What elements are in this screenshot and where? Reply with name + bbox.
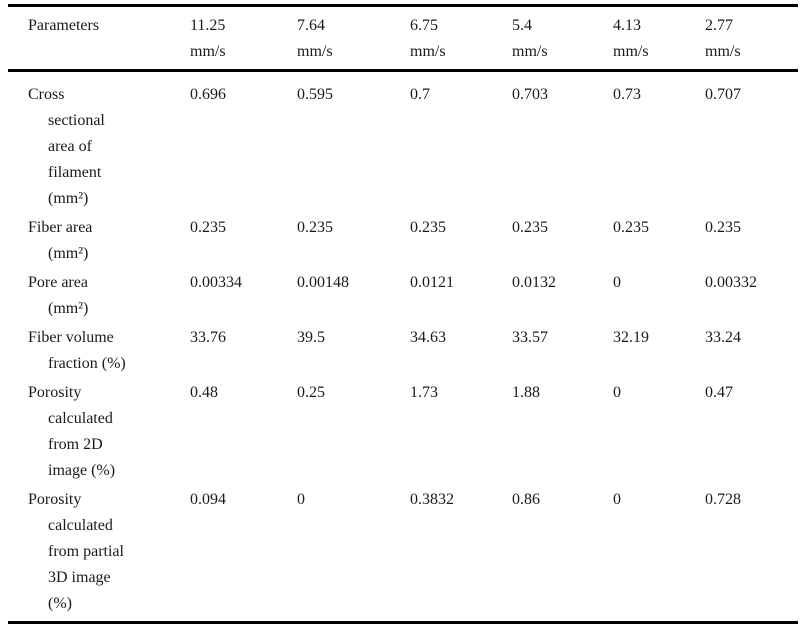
- value-cell: 0.00332: [705, 274, 757, 291]
- value-cell: 33.24: [705, 329, 741, 346]
- table-row: Cross sectional area of filament (mm²) 0.…: [8, 71, 798, 213]
- header-parameters-label: Parameters: [28, 17, 100, 34]
- value-cell: 0: [613, 491, 621, 508]
- parameters-table: Parameters 11.25 mm/s 7.64 mm/s 6.75 mm/s 5…: [8, 4, 798, 624]
- table-row: Porosity calculated from partial 3D imag…: [8, 484, 798, 623]
- header-row: Parameters 11.25 mm/s 7.64 mm/s 6.75 mm/s 5…: [8, 6, 798, 71]
- header-speed-column-0: 11.25 mm/s: [190, 17, 226, 60]
- value-cell: 0.235: [512, 219, 548, 236]
- value-cell: 0.0132: [512, 274, 556, 291]
- value-cell: 0.696: [190, 86, 226, 103]
- table-row: Fiber area (mm²) 0.235 0.235 0.235 0.235 0.23…: [8, 212, 798, 267]
- value-cell: 0.48: [190, 384, 218, 401]
- value-cell: 0.707: [705, 86, 741, 103]
- header-speed-column-4: 4.13 mm/s: [613, 17, 649, 60]
- table-header: Parameters 11.25 mm/s 7.64 mm/s 6.75 mm/s 5…: [8, 6, 798, 71]
- value-cell: 0.7: [410, 86, 430, 103]
- paper-table-page: Parameters 11.25 mm/s 7.64 mm/s 6.75 mm/s 5…: [8, 4, 798, 624]
- value-cell: 0.86: [512, 491, 540, 508]
- header-speed-column-2: 6.75 mm/s: [410, 17, 446, 60]
- parameter-cell: Cross sectional area of filament (mm²): [28, 86, 105, 207]
- header-speed-column-3: 5.4 mm/s: [512, 17, 548, 60]
- value-cell: 39.5: [297, 329, 325, 346]
- value-cell: 0.0121: [410, 274, 454, 291]
- value-cell: 33.76: [190, 329, 226, 346]
- value-cell: 34.63: [410, 329, 446, 346]
- parameter-cell: Fiber area (mm²): [28, 219, 93, 262]
- table-row: Pore area (mm²) 0.00334 0.00148 0.0121 0.013…: [8, 267, 798, 322]
- table-row: Fiber volume fraction (%) 33.76 39.5 34.63 3…: [8, 322, 798, 377]
- value-cell: 0.00148: [297, 274, 349, 291]
- value-cell: 0.3832: [410, 491, 454, 508]
- table-body: Cross sectional area of filament (mm²) 0.…: [8, 71, 798, 623]
- value-cell: 0.25: [297, 384, 325, 401]
- value-cell: 32.19: [613, 329, 649, 346]
- value-cell: 0: [613, 274, 621, 291]
- value-cell: 0.235: [297, 219, 333, 236]
- table-row: Porosity calculated from 2D image (%) 0.4…: [8, 377, 798, 484]
- value-cell: 33.57: [512, 329, 548, 346]
- value-cell: 0.00334: [190, 274, 242, 291]
- header-speed-column-5: 2.77 mm/s: [705, 17, 741, 60]
- value-cell: 1.88: [512, 384, 540, 401]
- parameter-cell: Porosity calculated from 2D image (%): [28, 384, 116, 479]
- value-cell: 0.235: [410, 219, 446, 236]
- parameter-cell: Pore area (mm²): [28, 274, 89, 317]
- parameter-cell: Fiber volume fraction (%): [28, 329, 126, 372]
- value-cell: 0.094: [190, 491, 226, 508]
- value-cell: 0: [613, 384, 621, 401]
- header-speed-column-1: 7.64 mm/s: [297, 17, 333, 60]
- value-cell: 0.235: [705, 219, 741, 236]
- value-cell: 0: [297, 491, 305, 508]
- value-cell: 0.595: [297, 86, 333, 103]
- value-cell: 0.73: [613, 86, 641, 103]
- value-cell: 0.728: [705, 491, 741, 508]
- parameter-cell: Porosity calculated from partial 3D imag…: [28, 491, 124, 612]
- value-cell: 0.235: [613, 219, 649, 236]
- value-cell: 0.235: [190, 219, 226, 236]
- value-cell: 1.73: [410, 384, 438, 401]
- value-cell: 0.703: [512, 86, 548, 103]
- value-cell: 0.47: [705, 384, 733, 401]
